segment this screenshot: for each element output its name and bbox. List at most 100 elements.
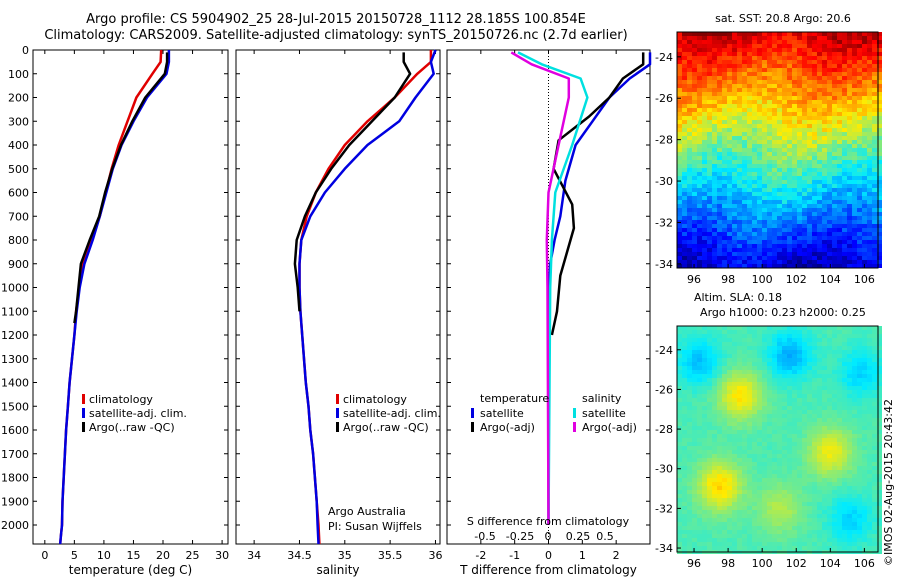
heat-cell — [717, 204, 722, 208]
heat-cell — [857, 482, 862, 486]
heat-cell — [717, 40, 722, 44]
legend-swatch — [471, 422, 474, 432]
heat-cell — [862, 200, 867, 204]
heat-cell — [812, 346, 817, 350]
heat-cell — [732, 168, 737, 172]
heat-cell — [702, 32, 707, 36]
heat-cell — [752, 382, 757, 386]
heat-cell — [842, 84, 847, 88]
heat-cell — [802, 530, 807, 534]
heat-cell — [747, 398, 752, 402]
heat-cell — [822, 358, 827, 362]
heat-cell — [852, 188, 857, 192]
heat-cell — [792, 470, 797, 474]
heat-cell — [847, 334, 852, 338]
heat-cell — [842, 326, 847, 330]
heat-cell — [872, 180, 877, 184]
heat-cell — [717, 116, 722, 120]
heat-cell — [807, 140, 812, 144]
heat-cell — [712, 264, 717, 268]
heat-cell — [697, 410, 702, 414]
heat-cell — [682, 32, 687, 36]
heat-cell — [867, 382, 872, 386]
heat-cell — [867, 354, 872, 358]
x-tick-label: 34 — [247, 549, 261, 562]
heat-cell — [857, 342, 862, 346]
heat-cell — [862, 362, 867, 366]
heat-cell — [852, 236, 857, 240]
heat-cell — [742, 446, 747, 450]
heat-cell — [862, 330, 867, 334]
heat-cell — [782, 478, 787, 482]
heat-cell — [867, 418, 872, 422]
heat-cell — [717, 390, 722, 394]
heat-cell — [777, 120, 782, 124]
heat-cell — [717, 240, 722, 244]
heat-cell — [757, 506, 762, 510]
heat-cell — [842, 490, 847, 494]
heat-cell — [742, 204, 747, 208]
heat-cell — [737, 112, 742, 116]
heat-cell — [772, 140, 777, 144]
heat-cell — [832, 354, 837, 358]
heat-cell — [787, 192, 792, 196]
heat-cell — [867, 342, 872, 346]
heat-cell — [772, 188, 777, 192]
heat-cell — [857, 260, 862, 264]
heat-cell — [872, 132, 877, 136]
heat-cell — [692, 124, 697, 128]
heat-cell — [842, 530, 847, 534]
heat-cell — [852, 454, 857, 458]
heat-cell — [677, 140, 682, 144]
heat-cell — [722, 260, 727, 264]
heat-cell — [697, 334, 702, 338]
heat-cell — [692, 164, 697, 168]
heat-cell — [752, 478, 757, 482]
heat-cell — [837, 406, 842, 410]
heat-cell — [677, 470, 682, 474]
heat-cell — [697, 454, 702, 458]
heat-cell — [832, 260, 837, 264]
heat-cell — [767, 410, 772, 414]
heat-cell — [782, 422, 787, 426]
heat-cell — [862, 204, 867, 208]
heat-cell — [712, 180, 717, 184]
heat-cell — [722, 330, 727, 334]
heat-cell — [842, 518, 847, 522]
heat-cell — [747, 56, 752, 60]
heat-cell — [812, 370, 817, 374]
heat-cell — [687, 180, 692, 184]
heat-cell — [852, 80, 857, 84]
heat-cell — [867, 522, 872, 526]
heat-cell — [872, 486, 877, 490]
heat-cell — [727, 394, 732, 398]
heat-cell — [737, 188, 742, 192]
heat-cell — [732, 164, 737, 168]
heat-cell — [807, 374, 812, 378]
heat-cell — [812, 430, 817, 434]
heat-cell — [867, 172, 872, 176]
heat-cell — [772, 232, 777, 236]
heat-cell — [842, 44, 847, 48]
heat-cell — [867, 100, 872, 104]
heat-cell — [737, 168, 742, 172]
heat-cell — [832, 256, 837, 260]
heat-cell — [757, 442, 762, 446]
heat-cell — [717, 358, 722, 362]
heat-cell — [762, 252, 767, 256]
heat-cell — [827, 438, 832, 442]
heat-cell — [677, 454, 682, 458]
heat-cell — [677, 426, 682, 430]
heat-cell — [782, 216, 787, 220]
heat-cell — [802, 264, 807, 268]
heat-cell — [857, 144, 862, 148]
heat-cell — [872, 204, 877, 208]
heat-cell — [712, 526, 717, 530]
heat-cell — [832, 72, 837, 76]
heat-cell — [867, 208, 872, 212]
heat-cell — [677, 330, 682, 334]
heat-cell — [832, 148, 837, 152]
heat-cell — [767, 426, 772, 430]
heat-cell — [762, 342, 767, 346]
